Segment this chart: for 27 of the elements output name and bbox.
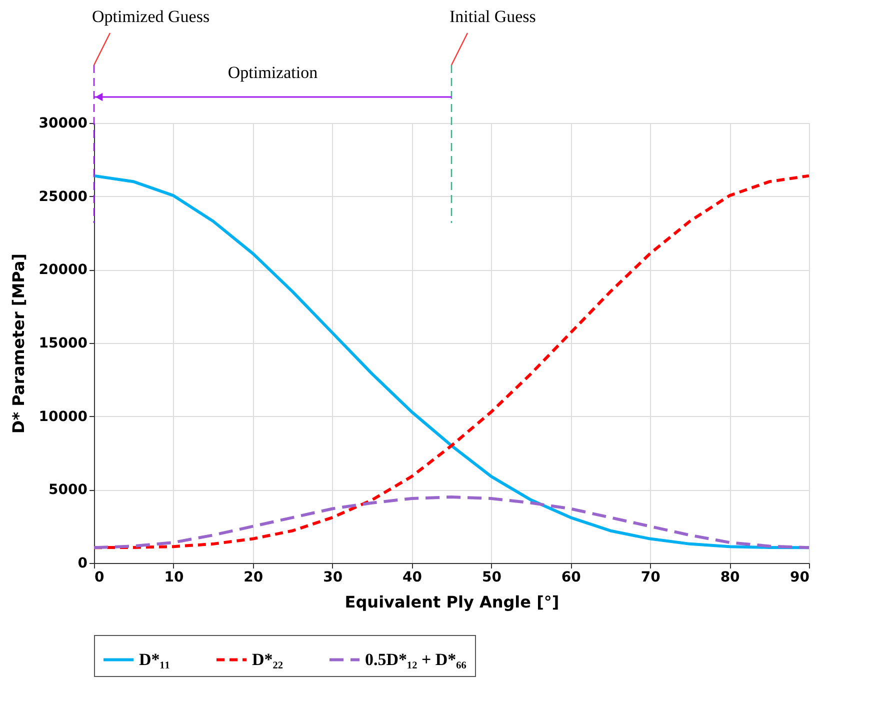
x-tick-label: 40 <box>402 570 422 586</box>
y-tick-label: 5000 <box>48 482 88 498</box>
x-tick-label: 50 <box>482 570 502 586</box>
x-tick-label: 10 <box>164 570 184 586</box>
y-tick-label: 20000 <box>38 262 88 278</box>
y-tick-label: 30000 <box>38 116 88 132</box>
line-series <box>92 174 810 550</box>
x-axis-title: Equivalent Ply Angle [°] <box>344 592 560 612</box>
legend-label: D*₂₂ <box>252 650 283 669</box>
y-tick-label: 0 <box>78 556 88 572</box>
legend-label: 0.5D*₁₂ + D*₆₆ <box>365 650 466 669</box>
x-tick-label: 20 <box>244 570 264 586</box>
y-tick-label: 15000 <box>38 336 88 352</box>
legend-label: D*₁₁ <box>139 650 170 669</box>
x-tick-label: 90 <box>790 570 810 586</box>
x-tick-label: 60 <box>561 570 582 586</box>
x-tick-label: 70 <box>640 570 661 586</box>
text: Optimization <box>228 63 318 82</box>
ref-line-label: Initial Guess <box>450 7 536 26</box>
ref-line-label: Optimized Guess <box>92 7 210 26</box>
x-tick-label: 30 <box>323 570 343 586</box>
y-tick-label: 10000 <box>38 408 88 425</box>
line-series <box>92 496 810 550</box>
y-axis-title: D* Parameter [MPa] <box>8 253 28 434</box>
y-tick-label: 25000 <box>38 188 88 205</box>
x-tick-label: 80 <box>720 570 740 586</box>
x-tick-label: 0 <box>94 570 104 586</box>
